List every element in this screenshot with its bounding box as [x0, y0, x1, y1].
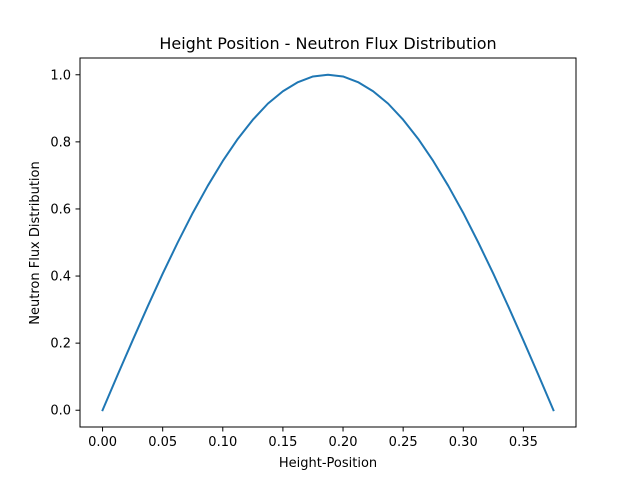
- y-tick-label: 0.0: [50, 404, 71, 419]
- y-tick-label: 0.2: [50, 337, 71, 352]
- plot-series: [101, 73, 555, 412]
- y-tick-label: 1.0: [50, 68, 71, 83]
- x-tick-label: 0.00: [88, 435, 117, 450]
- chart-title: Height Position - Neutron Flux Distribut…: [159, 34, 496, 53]
- x-tick-label: 0.05: [148, 435, 177, 450]
- y-axis-label: Neutron Flux Distribution: [28, 161, 43, 324]
- x-tick-label: 0.25: [389, 435, 418, 450]
- x-tick-label: 0.30: [449, 435, 478, 450]
- y-tick-label: 0.8: [50, 135, 71, 150]
- x-tick-label: 0.10: [208, 435, 237, 450]
- y-axis: 0.0 0.2 0.4 0.6 0.8 1.0: [50, 68, 80, 419]
- x-axis-label: Height-Position: [279, 456, 377, 471]
- series-line: [101, 73, 555, 412]
- x-tick-label: 0.20: [329, 435, 358, 450]
- y-tick-label: 0.6: [50, 202, 71, 217]
- y-tick-label: 0.4: [50, 270, 71, 285]
- x-tick-label: 0.35: [509, 435, 538, 450]
- x-tick-label: 0.15: [268, 435, 297, 450]
- x-axis: 0.00 0.05 0.10 0.15 0.20 0.25 0.30 0.35: [88, 427, 538, 450]
- plot-area-frame: [79, 57, 577, 428]
